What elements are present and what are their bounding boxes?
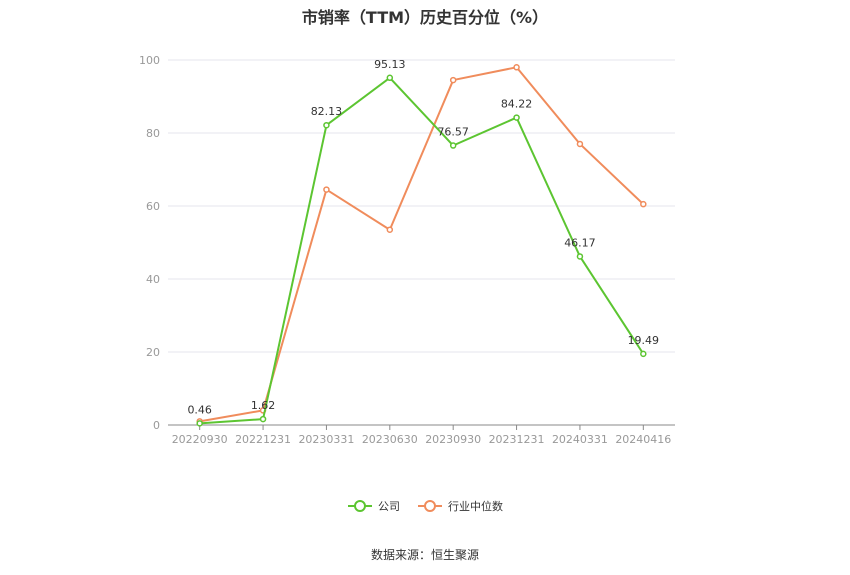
data-point <box>513 114 520 121</box>
data-label: 84.22 <box>501 98 533 111</box>
x-tick-label: 20240416 <box>615 433 671 446</box>
y-tick-label: 0 <box>153 419 160 432</box>
data-point <box>513 64 520 71</box>
x-tick-label: 20220930 <box>172 433 228 446</box>
legend-label: 公司 <box>378 500 400 513</box>
chart-title: 市销率（TTM）历史百分位（%） <box>301 8 549 27</box>
data-point <box>259 415 267 423</box>
data-point <box>386 226 394 233</box>
data-point <box>449 76 457 84</box>
data-point <box>640 200 647 208</box>
data-point <box>386 74 394 82</box>
legend-swatch-marker <box>424 500 436 512</box>
legend-label: 行业中位数 <box>448 499 503 513</box>
series-line-company <box>199 76 645 425</box>
data-label: 76.57 <box>437 126 469 139</box>
data-label: 82.13 <box>311 105 343 118</box>
data-point <box>323 186 330 193</box>
y-tick-label: 60 <box>146 200 160 213</box>
y-tick-label: 40 <box>146 273 160 286</box>
data-label: 0.46 <box>187 403 212 416</box>
data-label: 46.17 <box>564 236 596 249</box>
data-source: 数据来源：恒生聚源 <box>370 548 479 562</box>
x-tick-label: 20231231 <box>489 433 545 446</box>
y-tick-label: 80 <box>146 127 160 140</box>
legend-swatch-marker <box>354 500 366 512</box>
x-tick-label: 20221231 <box>235 433 291 446</box>
x-tick-label: 20240331 <box>552 433 608 446</box>
data-point <box>196 420 203 427</box>
data-point <box>449 142 457 149</box>
x-tick-label: 20230630 <box>362 433 418 446</box>
data-point <box>576 140 584 148</box>
data-label: 19.49 <box>628 334 660 347</box>
data-label: 95.13 <box>374 58 406 71</box>
data-label: 1.62 <box>251 399 276 412</box>
data-point <box>640 350 647 358</box>
data-point <box>576 253 584 260</box>
x-tick-label: 20230331 <box>298 433 354 446</box>
y-tick-label: 100 <box>139 54 160 67</box>
y-tick-label: 20 <box>146 346 160 359</box>
x-tick-label: 20230930 <box>425 433 481 446</box>
data-point <box>323 121 330 129</box>
